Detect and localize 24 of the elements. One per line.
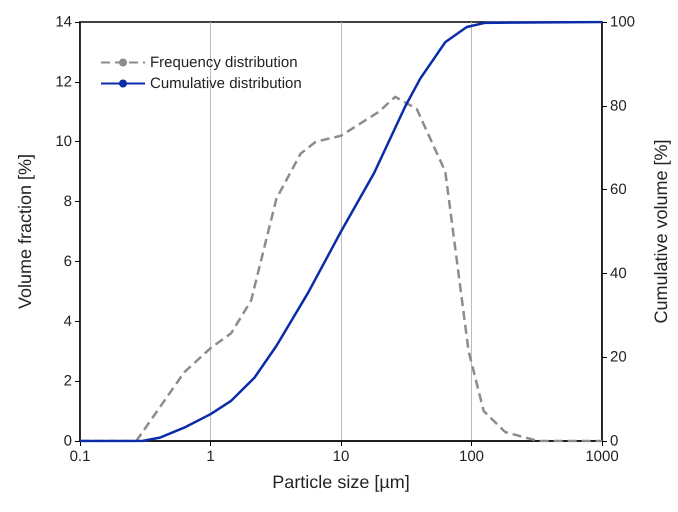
y-tick-label: 4	[64, 312, 72, 330]
y-axis-title: Volume fraction [%]	[15, 154, 35, 310]
y-tick-label: 14	[55, 14, 72, 30]
x-tick-label: 1	[206, 448, 215, 465]
y-tick-label: 12	[55, 73, 72, 90]
x-tick-label: 0.1	[70, 448, 90, 465]
y-tick-label: 10	[55, 133, 72, 150]
y2-tick-label: 40	[610, 264, 627, 282]
x-tick-label: 100	[458, 448, 484, 465]
y-tick-label: 8	[64, 193, 72, 210]
x-axis-title: Particle size [µm]	[272, 472, 410, 492]
y2-tick-label: 20	[610, 348, 627, 366]
y2-tick-label: 100	[610, 14, 636, 30]
y2-axis-title: Cumulative volume [%]	[651, 139, 671, 324]
x-tick-label: 10	[332, 448, 350, 465]
x-tick-label: 1000	[585, 448, 619, 465]
y2-tick-label: 0	[610, 432, 618, 450]
y2-tick-label: 80	[610, 97, 627, 114]
legend-label: Frequency distribution	[150, 54, 298, 71]
y-tick-label: 0	[64, 432, 72, 450]
y-tick-label: 6	[64, 252, 72, 270]
legend-label: Cumulative distribution	[150, 75, 302, 92]
y2-tick-label: 60	[610, 181, 627, 198]
y-tick-label: 2	[64, 372, 72, 390]
